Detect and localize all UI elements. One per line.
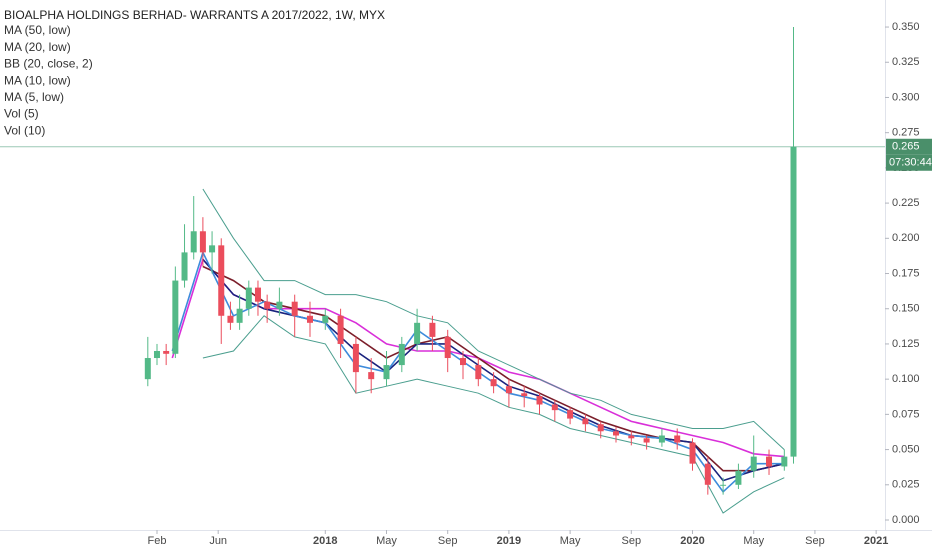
candle-body — [704, 463, 711, 485]
candle-body — [613, 431, 620, 436]
x-tick-label: May — [376, 535, 397, 547]
legend-entry: Vol (10) — [4, 123, 45, 137]
candle-body — [218, 245, 225, 316]
candle-body — [276, 301, 283, 309]
y-tick-label: 0.075 — [892, 408, 920, 420]
plot — [0, 27, 885, 514]
x-tick-label: 2021 — [864, 535, 888, 547]
last-price-label: 0.265 — [892, 141, 920, 153]
candle-body — [521, 393, 528, 397]
candle-body — [254, 287, 261, 302]
candle-body — [429, 322, 436, 337]
x-tick-label: Sep — [438, 535, 458, 547]
candle-body — [337, 315, 344, 344]
x-tick-label: 2019 — [497, 535, 521, 547]
candle-body — [190, 231, 197, 253]
y-tick-label: 0.175 — [892, 267, 920, 279]
candle-body — [264, 301, 271, 309]
candle-body — [720, 484, 727, 486]
axes: 0.000 0.025 0.050 0.075 0.100 0.125 0.150 0.175… — [148, 21, 932, 547]
countdown: 07:30:44 — [889, 157, 932, 169]
x-tick-label: May — [743, 535, 764, 547]
x-tick-label: 2018 — [313, 535, 337, 547]
candle-body — [628, 435, 635, 439]
candle-body — [444, 336, 451, 359]
candle-body — [781, 456, 788, 467]
candle-body — [199, 231, 206, 253]
y-tick-label: 0.050 — [892, 443, 920, 455]
legend-entry: MA (10, low) — [4, 73, 71, 87]
candle-body — [368, 372, 375, 380]
candle-body — [322, 315, 329, 323]
legend-entry: MA (50, low) — [4, 23, 71, 37]
candle-body — [658, 435, 665, 443]
legend-entry: BB (20, close, 2) — [4, 57, 93, 71]
candle-body — [144, 358, 151, 380]
bollinger-upper — [202, 188, 785, 450]
x-tick-label: Jun — [209, 535, 227, 547]
y-tick-label: 0.150 — [892, 303, 920, 315]
y-tick-label: 0.125 — [892, 338, 920, 350]
y-tick-label: 0.275 — [892, 127, 920, 139]
x-tick-label: Feb — [148, 535, 167, 547]
candle-body — [505, 386, 512, 394]
candle-body — [181, 252, 188, 281]
candle-body — [750, 456, 757, 471]
candle-body — [414, 322, 421, 344]
candle-body — [236, 308, 243, 323]
y-tick-label: 0.225 — [892, 197, 920, 209]
y-tick-label: 0.100 — [892, 373, 920, 385]
candle-body — [163, 350, 170, 354]
y-tick-label: 0.025 — [892, 479, 920, 491]
candle-body — [460, 358, 467, 366]
legend: BIOALPHA HOLDINGS BERHAD- WARRANTS A 201… — [4, 8, 385, 137]
legend-entry: Vol (5) — [4, 107, 39, 121]
candle-body — [567, 410, 574, 419]
y-tick-label: 0.350 — [892, 21, 920, 33]
x-tick-label: 2020 — [680, 535, 704, 547]
candle-body — [475, 365, 482, 380]
x-tick-label: May — [560, 535, 581, 547]
y-tick-label: 0.200 — [892, 232, 920, 244]
candle-body — [490, 379, 497, 387]
chart-title: BIOALPHA HOLDINGS BERHAD- WARRANTS A 201… — [4, 8, 385, 22]
candle-body — [209, 245, 216, 253]
y-tick-label: 0.300 — [892, 91, 920, 103]
countdown-tag — [886, 154, 932, 171]
candle-body — [383, 365, 390, 380]
candle-body — [689, 442, 696, 464]
candle-body — [306, 315, 313, 323]
candle-body — [227, 315, 234, 323]
candle-body — [551, 404, 558, 411]
candle-body — [398, 343, 405, 366]
candle-body — [172, 280, 179, 354]
candle-body — [536, 396, 543, 405]
candle-body — [245, 287, 252, 309]
legend-entry: MA (5, low) — [4, 90, 64, 104]
candle-body — [766, 456, 773, 467]
bollinger-lower — [202, 315, 785, 514]
candle-body — [674, 435, 681, 443]
candle-body — [582, 418, 589, 425]
last-price-tag — [886, 138, 932, 155]
candle-body — [352, 343, 359, 373]
candle-body — [153, 350, 160, 359]
x-tick-label: Sep — [805, 535, 825, 547]
candle-body — [291, 301, 298, 316]
candle-body — [735, 470, 742, 485]
x-tick-label: Sep — [622, 535, 642, 547]
y-tick-label: 0.325 — [892, 56, 920, 68]
y-tick-label: 0.000 — [892, 514, 920, 526]
candle-body — [643, 438, 650, 443]
legend-entry: MA (20, low) — [4, 40, 71, 54]
candle-body — [597, 424, 604, 432]
candle-body — [790, 146, 797, 457]
